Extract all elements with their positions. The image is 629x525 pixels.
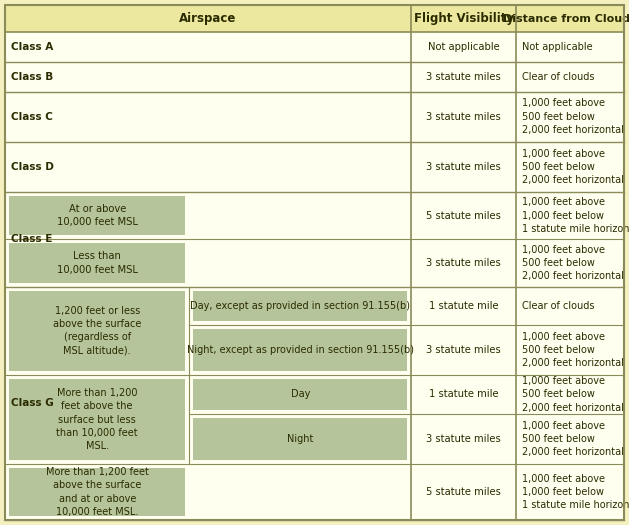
- Text: Clear of clouds: Clear of clouds: [522, 72, 595, 82]
- Text: Class E: Class E: [11, 234, 52, 244]
- Text: 1,000 feet above
1,000 feet below
1 statute mile horizontal: 1,000 feet above 1,000 feet below 1 stat…: [522, 474, 629, 510]
- Text: More than 1,200
feet above the
surface but less
than 10,000 feet
MSL.: More than 1,200 feet above the surface b…: [57, 388, 138, 451]
- Text: 1,000 feet above
500 feet below
2,000 feet horizontal: 1,000 feet above 500 feet below 2,000 fe…: [522, 376, 624, 413]
- Text: 3 statute miles: 3 statute miles: [426, 258, 501, 268]
- Text: Flight Visibility: Flight Visibility: [414, 12, 514, 25]
- Bar: [194, 379, 407, 410]
- Text: Class B: Class B: [11, 72, 53, 82]
- Text: 1,000 feet above
500 feet below
2,000 feet horizontal: 1,000 feet above 500 feet below 2,000 fe…: [522, 99, 624, 135]
- Text: 1,000 feet above
500 feet below
2,000 feet horizontal: 1,000 feet above 500 feet below 2,000 fe…: [522, 332, 624, 369]
- Text: Class G: Class G: [11, 398, 53, 408]
- Text: 1,000 feet above
500 feet below
2,000 feet horizontal: 1,000 feet above 500 feet below 2,000 fe…: [522, 245, 624, 281]
- Text: 5 statute miles: 5 statute miles: [426, 211, 501, 220]
- Text: Day, except as provided in section 91.155(b): Day, except as provided in section 91.15…: [190, 301, 410, 311]
- Bar: [5, 91, 411, 142]
- Bar: [9, 290, 186, 371]
- Bar: [5, 62, 411, 91]
- Text: 3 statute miles: 3 statute miles: [426, 434, 501, 444]
- Text: 3 statute miles: 3 statute miles: [426, 72, 501, 82]
- Text: 1 statute mile: 1 statute mile: [429, 390, 499, 400]
- Text: Less than
10,000 feet MSL: Less than 10,000 feet MSL: [57, 251, 138, 275]
- Text: Clear of clouds: Clear of clouds: [522, 301, 595, 311]
- Bar: [516, 33, 624, 62]
- Text: Not applicable: Not applicable: [428, 42, 499, 52]
- Bar: [411, 239, 516, 287]
- Bar: [9, 468, 186, 516]
- Text: Class C: Class C: [11, 112, 53, 122]
- Text: 3 statute miles: 3 statute miles: [426, 112, 501, 122]
- Text: At or above
10,000 feet MSL: At or above 10,000 feet MSL: [57, 204, 138, 227]
- Text: 3 statute miles: 3 statute miles: [426, 345, 501, 355]
- Text: Day: Day: [291, 390, 310, 400]
- Bar: [9, 243, 186, 282]
- Bar: [9, 196, 186, 235]
- Bar: [5, 142, 411, 192]
- Bar: [411, 33, 516, 62]
- Bar: [194, 290, 407, 321]
- Bar: [516, 192, 624, 239]
- Text: 1,000 feet above
500 feet below
2,000 feet horizontal: 1,000 feet above 500 feet below 2,000 fe…: [522, 421, 624, 457]
- Bar: [411, 142, 516, 192]
- Text: Class D: Class D: [11, 162, 54, 172]
- Bar: [194, 329, 407, 371]
- Bar: [5, 192, 411, 239]
- Text: Class A: Class A: [11, 42, 53, 52]
- Text: Distance from Clouds: Distance from Clouds: [503, 14, 629, 24]
- Text: Airspace: Airspace: [179, 12, 237, 25]
- Bar: [5, 33, 411, 62]
- Text: 1,000 feet above
1,000 feet below
1 statute mile horizontal: 1,000 feet above 1,000 feet below 1 stat…: [522, 197, 629, 234]
- Bar: [516, 91, 624, 142]
- Bar: [5, 5, 624, 33]
- Text: 1,000 feet above
500 feet below
2,000 feet horizontal: 1,000 feet above 500 feet below 2,000 fe…: [522, 149, 624, 185]
- Text: 3 statute miles: 3 statute miles: [426, 162, 501, 172]
- Bar: [516, 142, 624, 192]
- Bar: [516, 239, 624, 287]
- Bar: [194, 417, 407, 460]
- Text: Night: Night: [287, 434, 313, 444]
- Bar: [411, 192, 516, 239]
- Bar: [411, 91, 516, 142]
- Bar: [516, 62, 624, 91]
- Text: Not applicable: Not applicable: [522, 42, 593, 52]
- Text: Night, except as provided in section 91.155(b): Night, except as provided in section 91.…: [187, 345, 414, 355]
- Text: More than 1,200 feet
above the surface
and at or above
10,000 feet MSL.: More than 1,200 feet above the surface a…: [46, 467, 148, 517]
- Text: 1,200 feet or less
above the surface
(regardless of
MSL altitude).: 1,200 feet or less above the surface (re…: [53, 306, 142, 355]
- Bar: [411, 62, 516, 91]
- Bar: [9, 379, 186, 460]
- Bar: [5, 239, 411, 287]
- Text: 5 statute miles: 5 statute miles: [426, 487, 501, 497]
- Text: 1 statute mile: 1 statute mile: [429, 301, 499, 311]
